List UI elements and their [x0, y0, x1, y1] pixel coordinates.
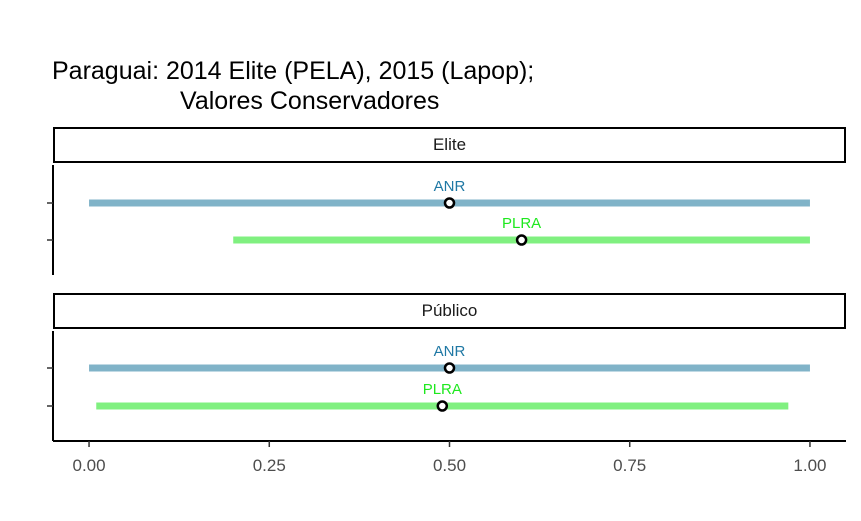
x-tick-label-3: 0.75 [613, 456, 646, 475]
panel-strip-elite: Elite [53, 127, 846, 163]
point-marker-pblico-anr [443, 362, 456, 374]
x-tick-label-1: 0.25 [253, 456, 286, 475]
x-tick-label-2: 0.50 [433, 456, 466, 475]
panel-label-elite: Elite [432, 135, 467, 154]
chart-title-line2: Valores Conservadores [180, 87, 440, 115]
point-marker-elite-anr [443, 197, 456, 209]
panel-strip-publico: Público [53, 293, 846, 329]
series-label-elite-anr: ANR [434, 178, 466, 195]
point-marker-pblico-plra [436, 400, 449, 412]
point-marker-elite-plra [515, 234, 528, 246]
chart-title-line1: Paraguai: 2014 Elite (PELA), 2015 (Lapop… [52, 57, 535, 85]
chart-title: Paraguai: 2014 Elite (PELA), 2015 (Lapop… [52, 56, 534, 116]
panel-label-publico: Público [421, 301, 478, 320]
x-tick-label-4: 1.00 [793, 456, 826, 475]
x-tick-label-0: 0.00 [72, 456, 105, 475]
series-label-elite-plra: PLRA [502, 215, 541, 232]
series-label-pblico-anr: ANR [434, 343, 466, 360]
series-label-pblico-plra: PLRA [423, 381, 462, 398]
